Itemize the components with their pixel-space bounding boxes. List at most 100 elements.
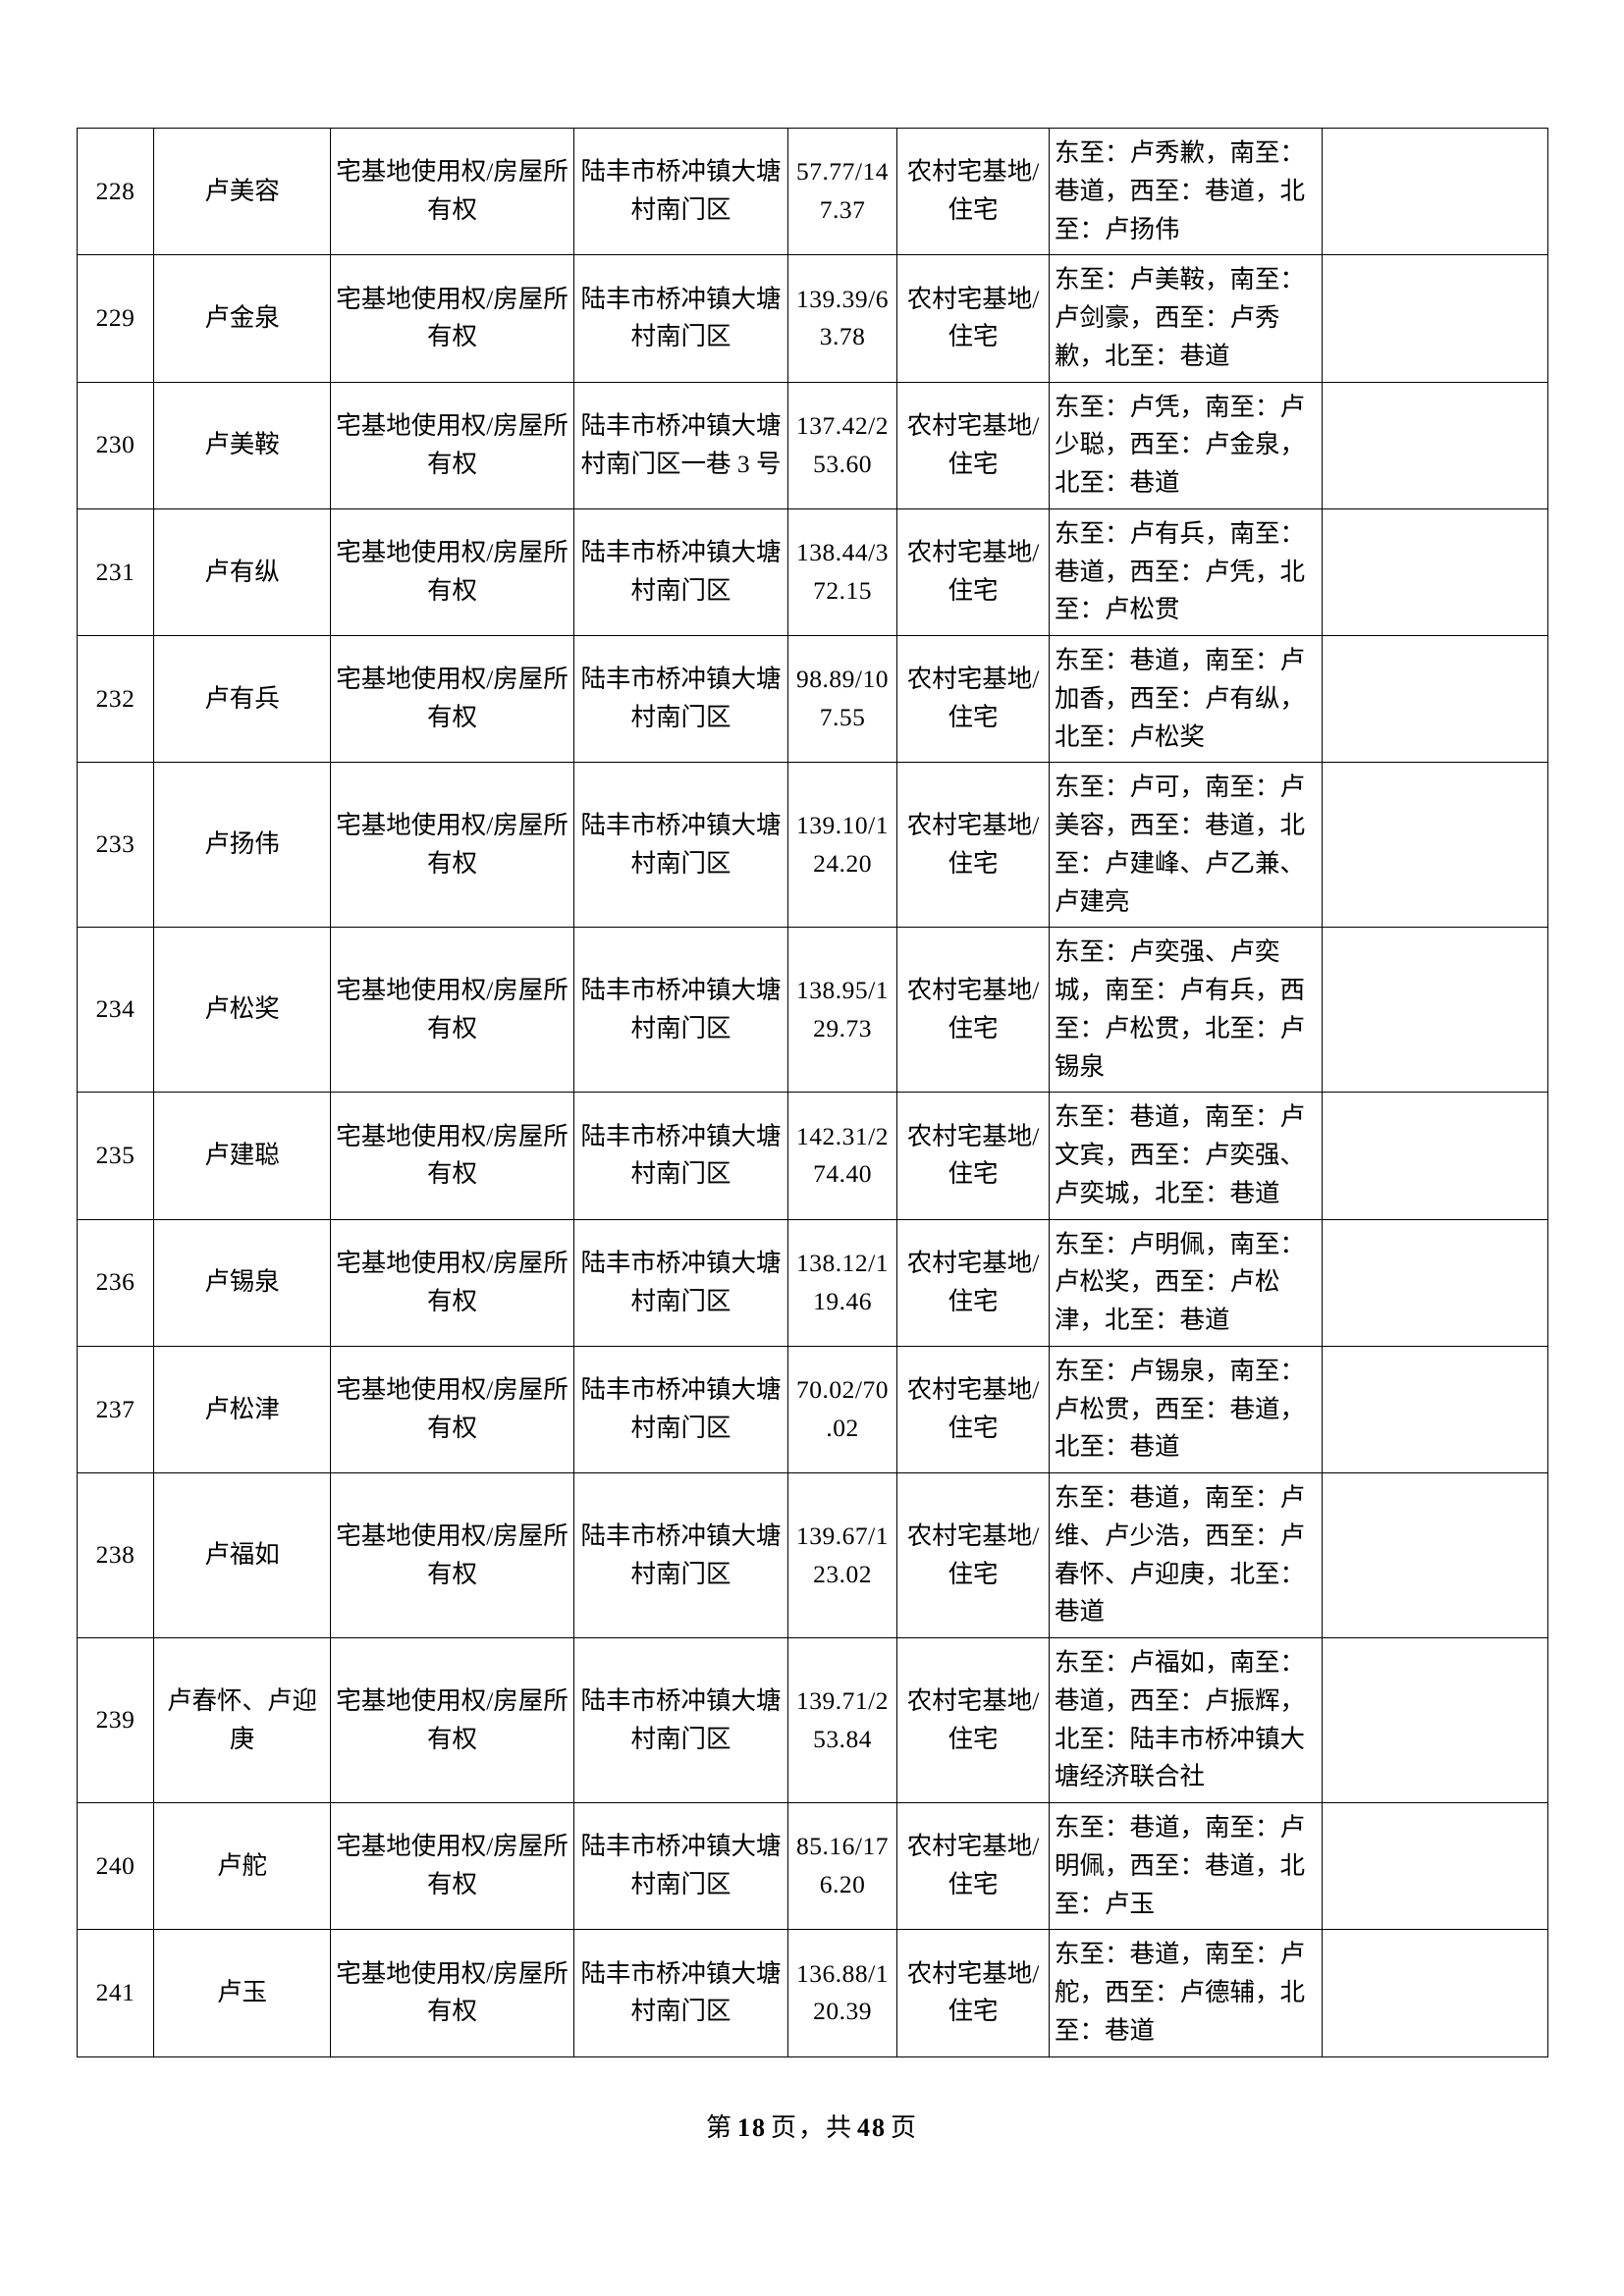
cell-note (1322, 127, 1548, 256)
cell-land-use: 农村宅基地/住宅 (896, 1801, 1050, 1931)
cell-note (1322, 381, 1548, 509)
table-row: 229 卢金泉 宅基地使用权/房屋所有权 陆丰市桥冲镇大塘村南门区 139.39/63.… (77, 254, 1548, 383)
page-footer: 第 18 页，共 48 页 (0, 2108, 1624, 2144)
cell-right-type: 宅基地使用权/房屋所有权 (330, 1472, 574, 1638)
cell-note (1322, 927, 1548, 1094)
cell-sequence: 233 (77, 762, 154, 929)
cell-area: 139.39/63.78 (787, 254, 897, 383)
cell-sequence: 241 (77, 1929, 154, 2057)
cell-right-type: 宅基地使用权/房屋所有权 (330, 1929, 574, 2057)
footer-suffix: 页 (891, 2113, 919, 2142)
cell-area: 70.02/70.02 (787, 1345, 897, 1474)
cell-land-use: 农村宅基地/住宅 (896, 381, 1050, 509)
cell-location: 陆丰市桥冲镇大塘村南门区 (573, 762, 788, 929)
cell-owner-name: 卢松津 (153, 1345, 331, 1474)
cell-area: 98.89/107.55 (787, 634, 897, 764)
cell-sequence: 236 (77, 1218, 154, 1347)
cell-owner-name: 卢福如 (153, 1472, 331, 1638)
cell-boundary: 东至：卢福如，南至：巷道，西至：卢振辉，北至：陆丰市桥冲镇大塘经济联合社 (1049, 1637, 1323, 1803)
cell-boundary: 东至：巷道，南至：卢舵，西至：卢德辅，北至：巷道 (1049, 1929, 1323, 2057)
cell-land-use: 农村宅基地/住宅 (896, 254, 1050, 383)
cell-location: 陆丰市桥冲镇大塘村南门区 (573, 1929, 788, 2057)
cell-right-type: 宅基地使用权/房屋所有权 (330, 762, 574, 929)
cell-land-use: 农村宅基地/住宅 (896, 762, 1050, 929)
cell-note (1322, 1345, 1548, 1474)
cell-owner-name: 卢美容 (153, 127, 331, 256)
cell-location: 陆丰市桥冲镇大塘村南门区 (573, 1472, 788, 1638)
cell-right-type: 宅基地使用权/房屋所有权 (330, 1092, 574, 1220)
table-row: 238 卢福如 宅基地使用权/房屋所有权 陆丰市桥冲镇大塘村南门区 139.67/123… (77, 1472, 1548, 1638)
cell-boundary: 东至：卢锡泉，南至：卢松贯，西至：巷道，北至：巷道 (1049, 1345, 1323, 1474)
cell-boundary: 东至：卢秀歉，南至：巷道，西至：巷道，北至：卢扬伟 (1049, 127, 1323, 256)
cell-boundary: 东至：巷道，南至：卢明佩，西至：巷道，北至：卢玉 (1049, 1801, 1323, 1931)
cell-location: 陆丰市桥冲镇大塘村南门区 (573, 1218, 788, 1347)
cell-sequence: 239 (77, 1637, 154, 1803)
cell-note (1322, 762, 1548, 929)
cell-location: 陆丰市桥冲镇大塘村南门区 (573, 1345, 788, 1474)
footer-prefix: 第 (705, 2113, 733, 2142)
cell-location: 陆丰市桥冲镇大塘村南门区 (573, 507, 788, 637)
cell-right-type: 宅基地使用权/房屋所有权 (330, 1345, 574, 1474)
cell-owner-name: 卢锡泉 (153, 1218, 331, 1347)
property-registration-table: 228 卢美容 宅基地使用权/房屋所有权 陆丰市桥冲镇大塘村南门区 57.77/147.… (77, 127, 1548, 2057)
cell-right-type: 宅基地使用权/房屋所有权 (330, 507, 574, 637)
cell-sequence: 228 (77, 127, 154, 256)
cell-sequence: 238 (77, 1472, 154, 1638)
cell-area: 137.42/253.60 (787, 381, 897, 509)
cell-sequence: 235 (77, 1092, 154, 1220)
cell-right-type: 宅基地使用权/房屋所有权 (330, 1801, 574, 1931)
cell-right-type: 宅基地使用权/房屋所有权 (330, 1637, 574, 1803)
table-row: 237 卢松津 宅基地使用权/房屋所有权 陆丰市桥冲镇大塘村南门区 70.02/70.0… (77, 1345, 1548, 1474)
cell-boundary: 东至：卢凭，南至：卢少聪，西至：卢金泉，北至：巷道 (1049, 381, 1323, 509)
cell-owner-name: 卢建聪 (153, 1092, 331, 1220)
cell-sequence: 240 (77, 1801, 154, 1931)
cell-area: 139.67/123.02 (787, 1472, 897, 1638)
cell-sequence: 237 (77, 1345, 154, 1474)
cell-location: 陆丰市桥冲镇大塘村南门区 (573, 1092, 788, 1220)
table-row: 231 卢有纵 宅基地使用权/房屋所有权 陆丰市桥冲镇大塘村南门区 138.44/372… (77, 507, 1548, 637)
cell-boundary: 东至：卢奕强、卢奕城，南至：卢有兵，西至：卢松贯，北至：卢锡泉 (1049, 927, 1323, 1094)
cell-land-use: 农村宅基地/住宅 (896, 1092, 1050, 1220)
cell-right-type: 宅基地使用权/房屋所有权 (330, 634, 574, 764)
table-row: 233 卢扬伟 宅基地使用权/房屋所有权 陆丰市桥冲镇大塘村南门区 139.10/124… (77, 762, 1548, 929)
cell-note (1322, 634, 1548, 764)
cell-area: 57.77/147.37 (787, 127, 897, 256)
cell-location: 陆丰市桥冲镇大塘村南门区一巷 3 号 (573, 381, 788, 509)
cell-area: 138.12/119.46 (787, 1218, 897, 1347)
cell-land-use: 农村宅基地/住宅 (896, 1637, 1050, 1803)
table-row: 241 卢玉 宅基地使用权/房屋所有权 陆丰市桥冲镇大塘村南门区 136.88/120.… (77, 1929, 1548, 2057)
cell-boundary: 东至：卢可，南至：卢美容，西至：巷道，北至：卢建峰、卢乙兼、卢建亮 (1049, 762, 1323, 929)
cell-sequence: 232 (77, 634, 154, 764)
cell-boundary: 东至：卢明佩，南至：卢松奖，西至：卢松津，北至：巷道 (1049, 1218, 1323, 1347)
footer-total-pages: 48 (857, 2113, 887, 2142)
cell-sequence: 231 (77, 507, 154, 637)
cell-land-use: 农村宅基地/住宅 (896, 1472, 1050, 1638)
table-body: 228 卢美容 宅基地使用权/房屋所有权 陆丰市桥冲镇大塘村南门区 57.77/147.… (77, 127, 1548, 2057)
cell-location: 陆丰市桥冲镇大塘村南门区 (573, 927, 788, 1094)
cell-note (1322, 1218, 1548, 1347)
cell-location: 陆丰市桥冲镇大塘村南门区 (573, 1637, 788, 1803)
cell-area: 142.31/274.40 (787, 1092, 897, 1220)
cell-note (1322, 1929, 1548, 2057)
cell-location: 陆丰市桥冲镇大塘村南门区 (573, 1801, 788, 1931)
table-row: 232 卢有兵 宅基地使用权/房屋所有权 陆丰市桥冲镇大塘村南门区 98.89/107.… (77, 634, 1548, 764)
cell-land-use: 农村宅基地/住宅 (896, 1345, 1050, 1474)
cell-location: 陆丰市桥冲镇大塘村南门区 (573, 634, 788, 764)
footer-middle: 页，共 (770, 2113, 853, 2142)
cell-owner-name: 卢春怀、卢迎庚 (153, 1637, 331, 1803)
cell-boundary: 东至：卢美鞍，南至：卢剑豪，西至：卢秀歉，北至：巷道 (1049, 254, 1323, 383)
cell-owner-name: 卢扬伟 (153, 762, 331, 929)
cell-location: 陆丰市桥冲镇大塘村南门区 (573, 254, 788, 383)
cell-area: 85.16/176.20 (787, 1801, 897, 1931)
cell-right-type: 宅基地使用权/房屋所有权 (330, 381, 574, 509)
cell-land-use: 农村宅基地/住宅 (896, 507, 1050, 637)
table-row: 235 卢建聪 宅基地使用权/房屋所有权 陆丰市桥冲镇大塘村南门区 142.31/274… (77, 1092, 1548, 1220)
cell-boundary: 东至：巷道，南至：卢文宾，西至：卢奕强、卢奕城，北至：巷道 (1049, 1092, 1323, 1220)
cell-boundary: 东至：巷道，南至：卢加香，西至：卢有纵，北至：卢松奖 (1049, 634, 1323, 764)
cell-area: 138.95/129.73 (787, 927, 897, 1094)
cell-owner-name: 卢有兵 (153, 634, 331, 764)
cell-boundary: 东至：巷道，南至：卢维、卢少浩，西至：卢春怀、卢迎庚，北至：巷道 (1049, 1472, 1323, 1638)
cell-owner-name: 卢美鞍 (153, 381, 331, 509)
cell-owner-name: 卢金泉 (153, 254, 331, 383)
cell-owner-name: 卢玉 (153, 1929, 331, 2057)
